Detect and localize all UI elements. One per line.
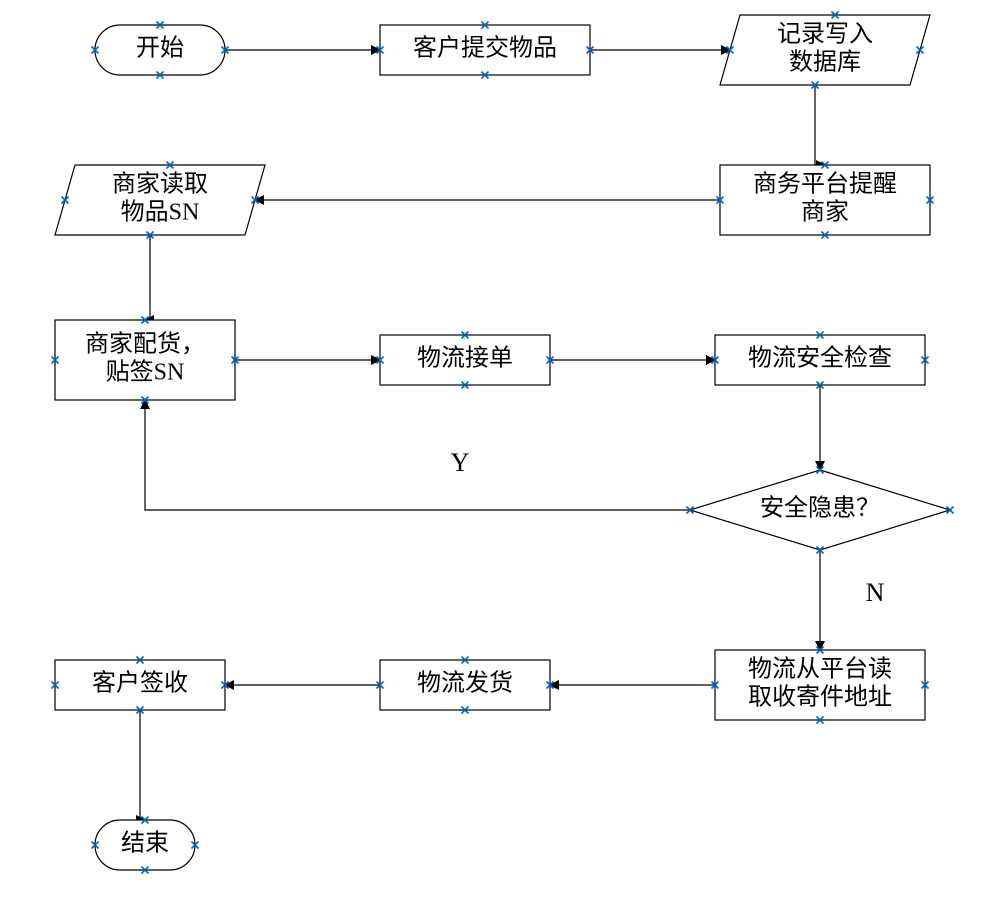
node-label: 结束 — [121, 830, 169, 857]
node-label: 物流接单 — [417, 345, 513, 372]
node-sign: 客户签收 — [55, 660, 225, 710]
node-label: 客户提交物品 — [413, 35, 557, 62]
edge-record-remind — [815, 85, 825, 165]
node-label: 物流发货 — [417, 670, 513, 697]
node-label: 物流从平台读 — [748, 656, 892, 683]
node-label: 安全隐患？ — [760, 495, 880, 522]
node-label: 取收寄件地址 — [748, 684, 892, 711]
edge-label: Y — [451, 448, 470, 477]
node-label: 数据库 — [789, 49, 861, 76]
node-label: 记录写入 — [777, 22, 873, 48]
node-label: 商务平台提醒 — [753, 171, 897, 198]
edge-decision-pack — [145, 400, 690, 510]
node-label: 客户签收 — [92, 670, 188, 697]
node-label: 贴签SN — [106, 359, 185, 386]
edge-readsn-pack — [145, 235, 150, 320]
node-label: 物流安全检查 — [748, 345, 892, 372]
node-label: 物品SN — [121, 199, 200, 226]
node-record: 记录写入数据库 — [720, 15, 930, 85]
node-readaddr: 物流从平台读取收寄件地址 — [715, 650, 925, 720]
node-label: 开始 — [136, 35, 184, 62]
flowchart-canvas: YN开始客户提交物品记录写入数据库商务平台提醒商家商家读取物品SN商家配货，贴签… — [0, 0, 1000, 904]
node-submit: 客户提交物品 — [380, 25, 590, 75]
node-ship: 物流发货 — [380, 660, 550, 710]
node-label: 商家读取 — [112, 171, 208, 198]
node-accept: 物流接单 — [380, 335, 550, 385]
node-label: 商家配货， — [85, 331, 205, 358]
node-check: 物流安全检查 — [715, 335, 925, 385]
edge-label: N — [866, 578, 885, 607]
node-label: 商家 — [801, 199, 849, 226]
node-readsn: 商家读取物品SN — [55, 165, 265, 235]
node-decision: 安全隐患？ — [690, 470, 950, 550]
node-start: 开始 — [95, 25, 225, 75]
node-end: 结束 — [95, 820, 195, 870]
node-remind: 商务平台提醒商家 — [720, 165, 930, 235]
node-pack: 商家配货，贴签SN — [55, 320, 235, 400]
edge-sign-end — [140, 710, 145, 820]
